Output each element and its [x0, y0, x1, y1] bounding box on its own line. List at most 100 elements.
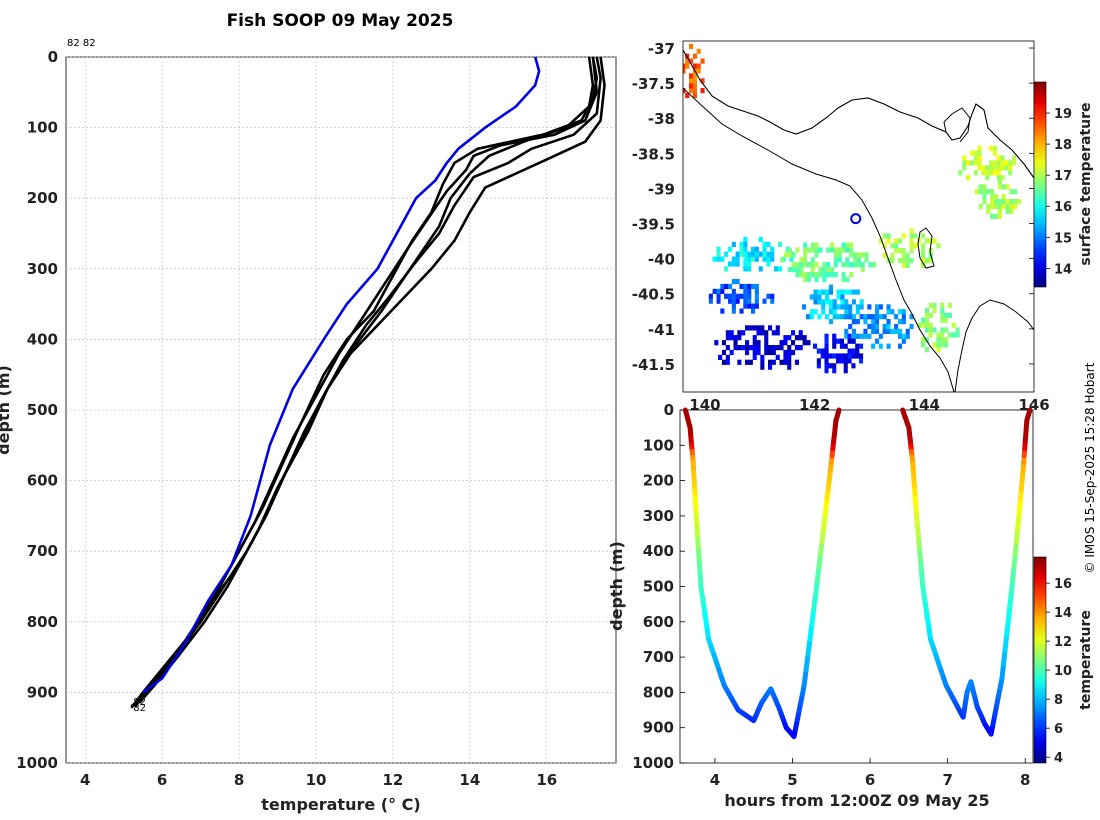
sst-cell: [843, 343, 848, 349]
sst-cell: [845, 242, 850, 248]
sst-cell: [822, 272, 827, 278]
transect-segment: [1026, 407, 1033, 415]
sst-cell: [743, 293, 748, 299]
sst-cell: [997, 203, 1002, 210]
sst-cell: [833, 262, 838, 268]
sst-cell: [721, 359, 726, 365]
sst-cell: [768, 325, 773, 331]
sst-cell: [840, 314, 845, 320]
sst-cell: [875, 304, 880, 310]
sst-cell: [817, 314, 822, 320]
sst-cell: [721, 349, 726, 356]
sst-cell: [898, 328, 903, 334]
sst-cell: [832, 333, 837, 339]
sst-cell: [696, 63, 701, 69]
sst-cell: [909, 257, 914, 264]
sst-cell: [751, 283, 756, 290]
sst-cell: [696, 68, 701, 74]
sst-cell: [875, 314, 880, 320]
sst-cell: [901, 233, 906, 239]
sst-cell: [894, 323, 899, 330]
map-lat-tick-label: -39.5: [632, 216, 675, 234]
sst-cell: [798, 345, 803, 351]
sst-cell: [981, 165, 986, 171]
profile-chart: 4 6 8 10 12 14 16 0 100 200 300 400 500 600 700 800 900 1…: [0, 48, 617, 814]
sst-cell: [743, 246, 748, 252]
sst-cell: [764, 349, 769, 356]
sst-cell: [748, 325, 753, 331]
sst-cell: [882, 323, 887, 330]
sst-cell: [839, 358, 844, 364]
sst-cell: [832, 304, 837, 310]
sst-cell: [994, 194, 999, 200]
sst-cell: [721, 340, 726, 346]
sst-cell: [824, 353, 829, 359]
sst-cell: [739, 283, 744, 290]
sst-cell: [689, 78, 694, 84]
sst-cell: [798, 330, 803, 336]
sst-cell: [860, 252, 865, 258]
sst-cell: [905, 333, 910, 339]
sst-cell: [751, 303, 756, 309]
temperature-colorbar-ticks: 4 6 8 10 12 14 16: [1046, 577, 1072, 766]
sst-cell: [978, 189, 983, 195]
sst-cell: [735, 293, 740, 299]
sst-cell: [997, 179, 1002, 185]
sst-cell: [756, 349, 761, 356]
sst-cell: [739, 246, 744, 252]
sst-cell: [832, 299, 837, 305]
sst-cell: [802, 335, 807, 341]
sst-cell: [921, 233, 926, 239]
sst-cell: [844, 304, 849, 310]
sst-cell: [901, 253, 906, 259]
profile-y-tick-label: 500: [27, 401, 58, 419]
sst-cell: [856, 252, 861, 258]
sst-cell: [1009, 199, 1014, 205]
sst-cell: [787, 349, 792, 356]
sst-cell: [813, 343, 818, 349]
transect-x-tick-label: 6: [865, 771, 875, 789]
sst-cell: [848, 314, 853, 320]
sst-cell: [689, 43, 694, 49]
sst-cell: [848, 323, 853, 330]
sst-cell: [747, 293, 752, 299]
sst-cell: [944, 342, 949, 348]
sst-cell: [978, 184, 983, 190]
transect-y-tick-label: 600: [643, 613, 674, 631]
sst-cell: [832, 353, 837, 359]
sst-cell: [905, 257, 910, 264]
sst-cell: [733, 335, 738, 341]
sst-cell: [844, 333, 849, 339]
sst-cell: [955, 327, 960, 333]
sst-cell: [882, 314, 887, 320]
sst-cell: [766, 256, 771, 262]
sst-cell: [851, 299, 856, 305]
temperature-colorbar-label: temperature: [1078, 610, 1094, 710]
sst-cell: [836, 304, 841, 310]
sst-cell: [725, 330, 730, 336]
sst-cell: [779, 340, 784, 346]
sst-cell: [901, 319, 906, 325]
sst-cell: [973, 150, 978, 156]
transect-y-axis-label: depth (m): [607, 541, 626, 631]
sst-cell: [683, 88, 686, 94]
profile-x-axis-label: temperature (° C): [261, 795, 420, 814]
sst-cell: [863, 319, 868, 325]
sst-cell: [992, 165, 997, 171]
sst-cell: [1001, 199, 1006, 205]
sst-cell: [898, 333, 903, 339]
sst-cell: [849, 252, 854, 258]
sst-cell: [696, 48, 701, 54]
sst-cell: [845, 262, 850, 268]
sst-cell: [770, 298, 775, 304]
king-island: [917, 227, 935, 269]
sst-cell: [791, 349, 796, 356]
sst-cell: [764, 340, 769, 346]
transect-cast: [682, 407, 842, 739]
sst-cell: [989, 145, 994, 151]
sst-cell: [847, 358, 852, 364]
sst-cell: [818, 247, 823, 253]
sst-cell: [830, 267, 835, 273]
sst-cell: [1004, 165, 1009, 171]
